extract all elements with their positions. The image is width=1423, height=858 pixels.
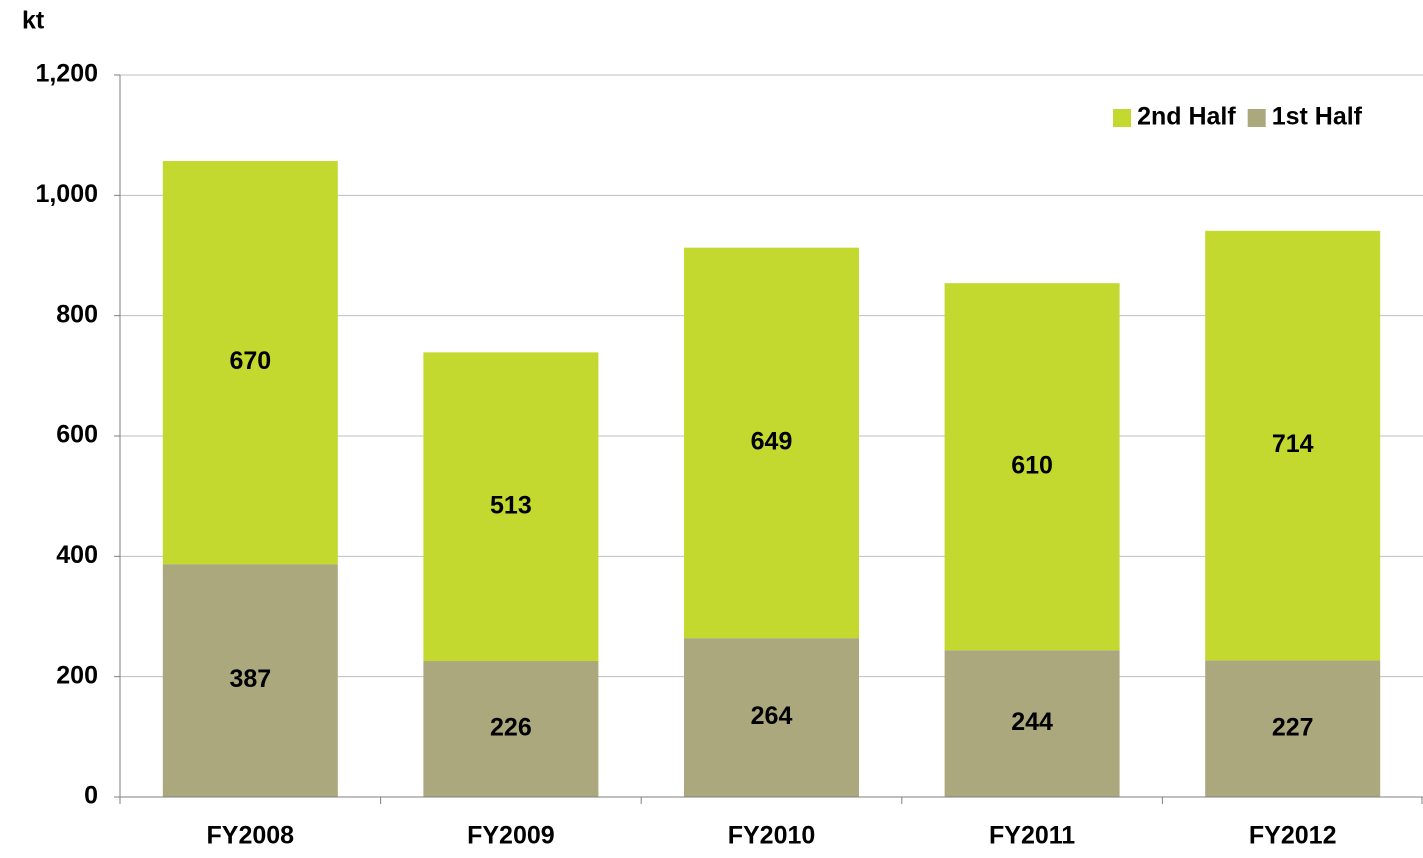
y-tick-label: 400	[56, 541, 98, 569]
data-label: 264	[751, 702, 793, 730]
data-label: 513	[490, 491, 532, 519]
x-tick-label: FY2010	[728, 822, 816, 850]
y-tick-label: 600	[56, 421, 98, 449]
y-tick-label: 0	[84, 782, 98, 810]
data-label: 610	[1011, 451, 1053, 479]
y-tick-label: 1,000	[35, 180, 98, 208]
legend-label: 2nd Half	[1137, 103, 1236, 131]
bar-segment	[1205, 660, 1381, 797]
y-tick-label: 200	[56, 661, 98, 689]
bar-segment	[162, 564, 338, 797]
bar-segment	[944, 283, 1120, 651]
data-label: 227	[1272, 713, 1314, 741]
x-tick-label: FY2011	[989, 822, 1075, 850]
legend-swatch	[1113, 109, 1132, 127]
bar-segment	[684, 638, 859, 797]
legend-label: 1st Half	[1272, 103, 1363, 131]
x-tick-label: FY2012	[1249, 822, 1337, 850]
x-tick-label: FY2009	[467, 822, 555, 850]
y-tick-label: 800	[56, 300, 98, 328]
bar-segment	[162, 161, 338, 565]
bar-segment	[944, 650, 1120, 797]
bar-segment	[1205, 230, 1381, 661]
data-label: 244	[1011, 708, 1053, 736]
data-label: 387	[229, 665, 271, 693]
legend-swatch	[1247, 109, 1266, 127]
bar-segment	[423, 352, 599, 662]
x-tick-label: FY2008	[207, 822, 295, 850]
data-label: 670	[229, 347, 271, 375]
y-axis-label: kt	[22, 7, 45, 35]
bar-segment	[423, 661, 599, 797]
y-tick-label: 1,200	[35, 60, 98, 88]
data-label: 226	[490, 714, 532, 742]
data-label: 649	[751, 428, 793, 456]
bar-segment	[684, 247, 859, 639]
data-label: 714	[1272, 430, 1314, 458]
